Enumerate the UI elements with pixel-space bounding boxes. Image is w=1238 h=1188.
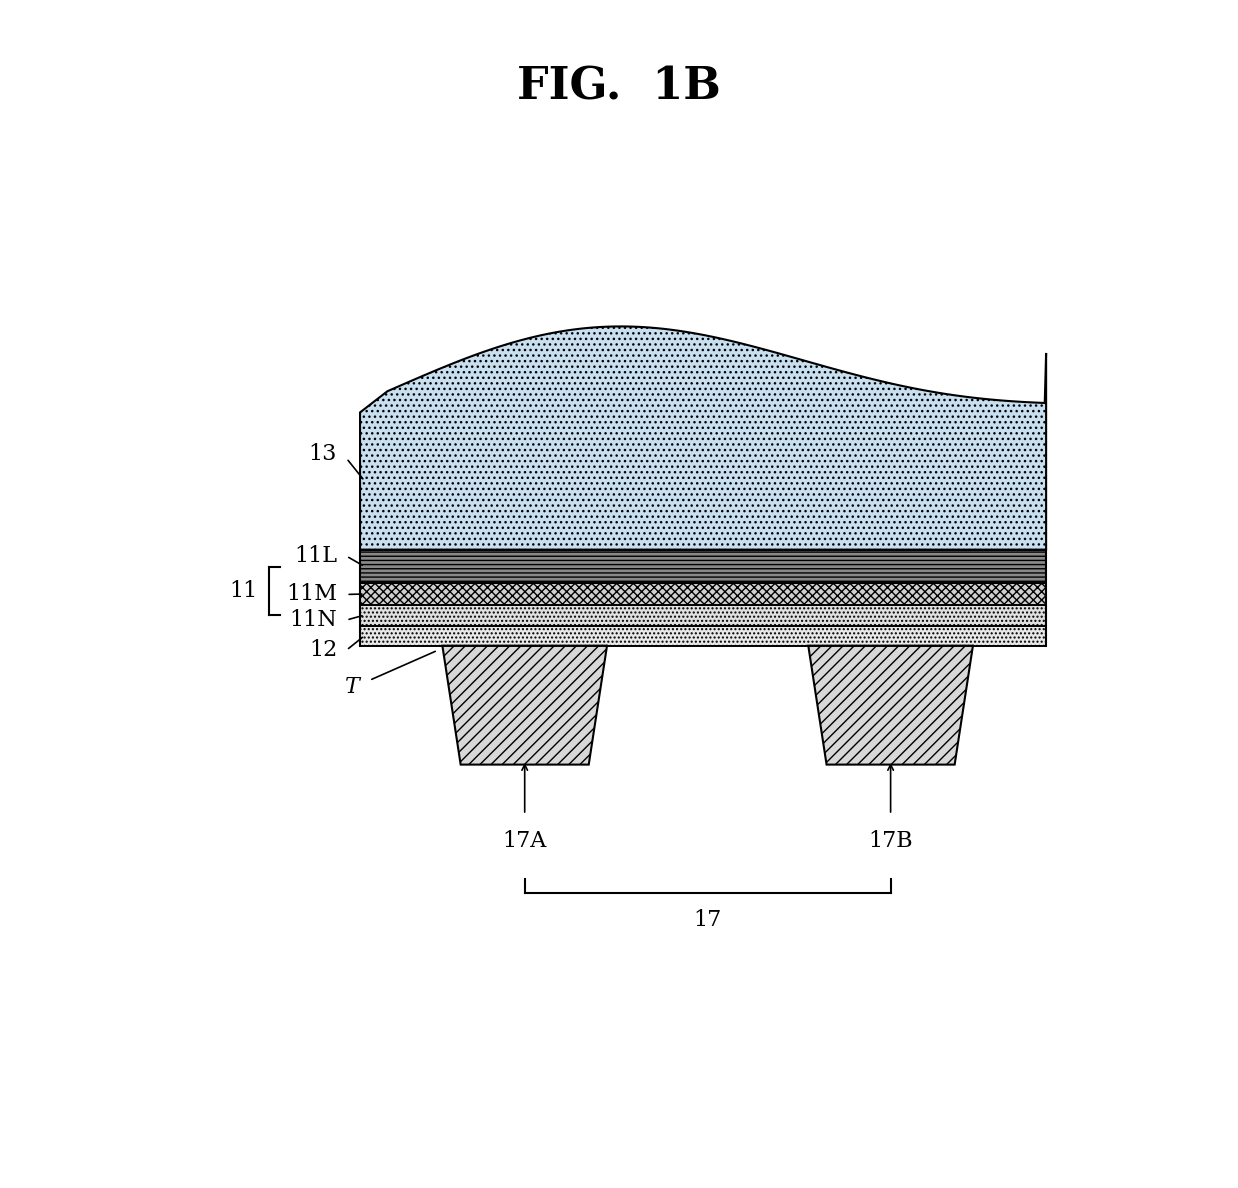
Text: 11N: 11N bbox=[290, 609, 337, 631]
Polygon shape bbox=[808, 646, 973, 765]
Polygon shape bbox=[360, 327, 1046, 550]
Text: 12: 12 bbox=[310, 639, 337, 662]
Bar bbox=[360, 605, 1046, 626]
Text: FIG.  1B: FIG. 1B bbox=[517, 65, 721, 108]
Text: 17A: 17A bbox=[503, 830, 547, 853]
Polygon shape bbox=[442, 646, 607, 765]
Text: 11: 11 bbox=[229, 580, 258, 602]
Bar bbox=[360, 550, 1046, 583]
Bar bbox=[360, 583, 1046, 605]
Text: T: T bbox=[345, 676, 360, 697]
Text: 17B: 17B bbox=[868, 830, 912, 853]
Text: 17: 17 bbox=[693, 909, 722, 931]
Bar bbox=[360, 626, 1046, 646]
Text: 11L: 11L bbox=[295, 545, 337, 567]
Text: 13: 13 bbox=[308, 443, 337, 465]
Text: 11M: 11M bbox=[286, 583, 337, 606]
